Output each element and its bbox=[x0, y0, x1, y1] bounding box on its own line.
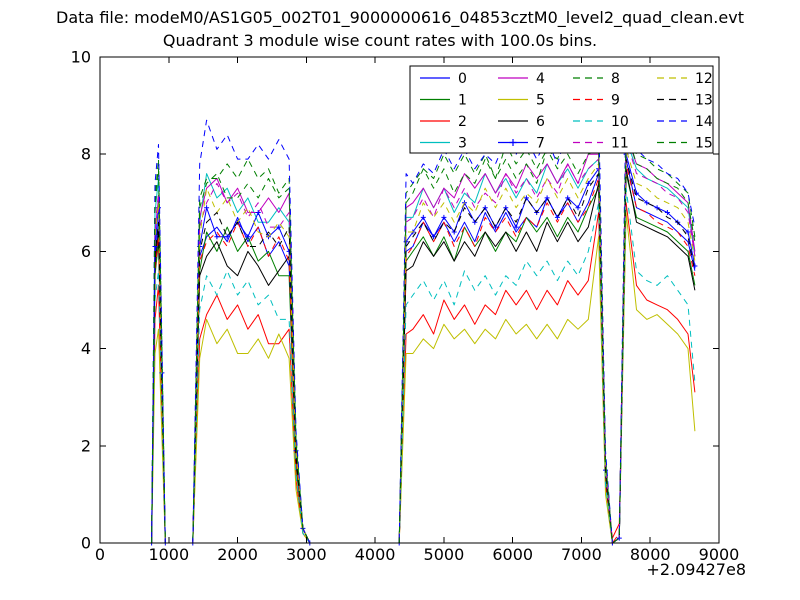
data-file-label: Data file: modeM0/AS1G05_002T01_90000006… bbox=[56, 8, 744, 27]
x-tick-label: 3000 bbox=[286, 545, 327, 564]
series-line-2 bbox=[151, 202, 696, 544]
x-tick-label: 2000 bbox=[217, 545, 258, 564]
legend-label-0: 0 bbox=[458, 71, 467, 87]
legend-label-6: 6 bbox=[536, 114, 545, 130]
y-tick-label: 0 bbox=[81, 534, 91, 553]
series-line-11 bbox=[151, 139, 696, 544]
legend-label-12: 12 bbox=[695, 71, 713, 87]
legend-label-8: 8 bbox=[611, 71, 620, 87]
axes-frame bbox=[99, 56, 720, 544]
series-line-9 bbox=[151, 163, 696, 544]
x-tick-label: 7000 bbox=[561, 545, 602, 564]
legend-box bbox=[409, 65, 714, 154]
legend-label-4: 4 bbox=[536, 71, 545, 87]
x-tick-label: 1000 bbox=[148, 545, 189, 564]
legend-label-2: 2 bbox=[458, 114, 467, 130]
x-tick-label: 6000 bbox=[492, 545, 533, 564]
x-tick-label: 4000 bbox=[355, 545, 396, 564]
x-tick-label: 9000 bbox=[699, 545, 740, 564]
legend-label-13: 13 bbox=[695, 93, 713, 109]
series-line-15 bbox=[151, 129, 696, 544]
legend-marker-7 bbox=[509, 139, 517, 146]
legend-label-10: 10 bbox=[611, 114, 629, 130]
x-tick-label: 5000 bbox=[424, 545, 465, 564]
legend-label-3: 3 bbox=[458, 136, 467, 152]
y-tick-label: 10 bbox=[71, 48, 91, 67]
legend-label-1: 1 bbox=[458, 93, 467, 109]
y-tick-label: 6 bbox=[81, 242, 91, 261]
chart-title: Quadrant 3 module wise count rates with … bbox=[162, 31, 598, 50]
y-tick-label: 2 bbox=[81, 436, 91, 455]
legend-label-14: 14 bbox=[695, 114, 713, 130]
legend-label-7: 7 bbox=[536, 136, 545, 152]
y-tick-label: 8 bbox=[81, 145, 91, 164]
series-line-8 bbox=[151, 124, 696, 544]
y-tick-label: 4 bbox=[81, 339, 91, 358]
x-axis-offset-label: +2.09427e8 bbox=[646, 560, 746, 579]
legend-label-15: 15 bbox=[695, 136, 713, 152]
legend-label-5: 5 bbox=[536, 93, 545, 109]
x-tick-label: 8000 bbox=[630, 545, 671, 564]
legend-label-9: 9 bbox=[611, 93, 620, 109]
x-tick-label: 0 bbox=[95, 545, 105, 564]
legend-label-11: 11 bbox=[611, 136, 629, 152]
